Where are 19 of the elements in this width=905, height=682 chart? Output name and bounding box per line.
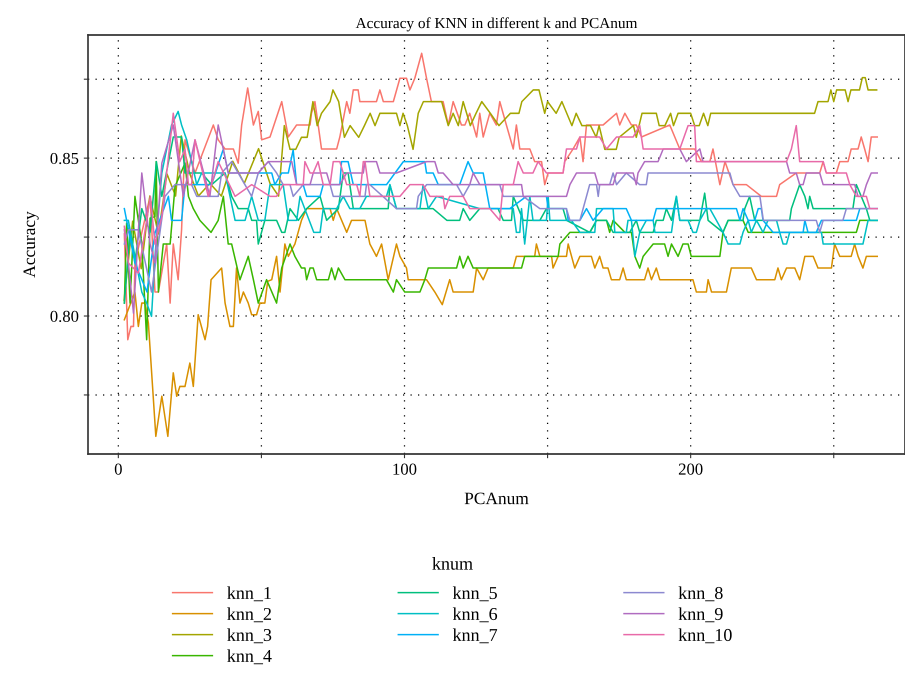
x-tick-label: 0	[114, 464, 122, 475]
legend-label: knn_1	[227, 586, 271, 602]
legend-label: knn_3	[227, 628, 272, 644]
legend-label: knn_9	[678, 607, 723, 622]
legend-label: knn_5	[452, 586, 497, 602]
legend-label: knn_6	[452, 607, 498, 622]
x-tick-label: 100	[393, 464, 416, 475]
y-axis-title: Accuracy	[23, 211, 39, 278]
legend-label: knn_7	[452, 628, 498, 644]
legend-label: knn_10	[678, 628, 732, 644]
x-tick-label: 200	[678, 464, 703, 475]
y-tick-label: 0.85	[50, 152, 78, 164]
legend-label: knn_8	[678, 586, 723, 602]
x-axis-title: PCAnum	[464, 492, 529, 504]
legend-label: knn_4	[227, 649, 272, 664]
chart-title: Accuracy of KNN in different k and PCAnum	[356, 17, 638, 32]
legend-title: knum	[432, 557, 473, 570]
y-tick-label: 0.80	[50, 310, 78, 322]
legend-label: knn_2	[227, 607, 271, 622]
